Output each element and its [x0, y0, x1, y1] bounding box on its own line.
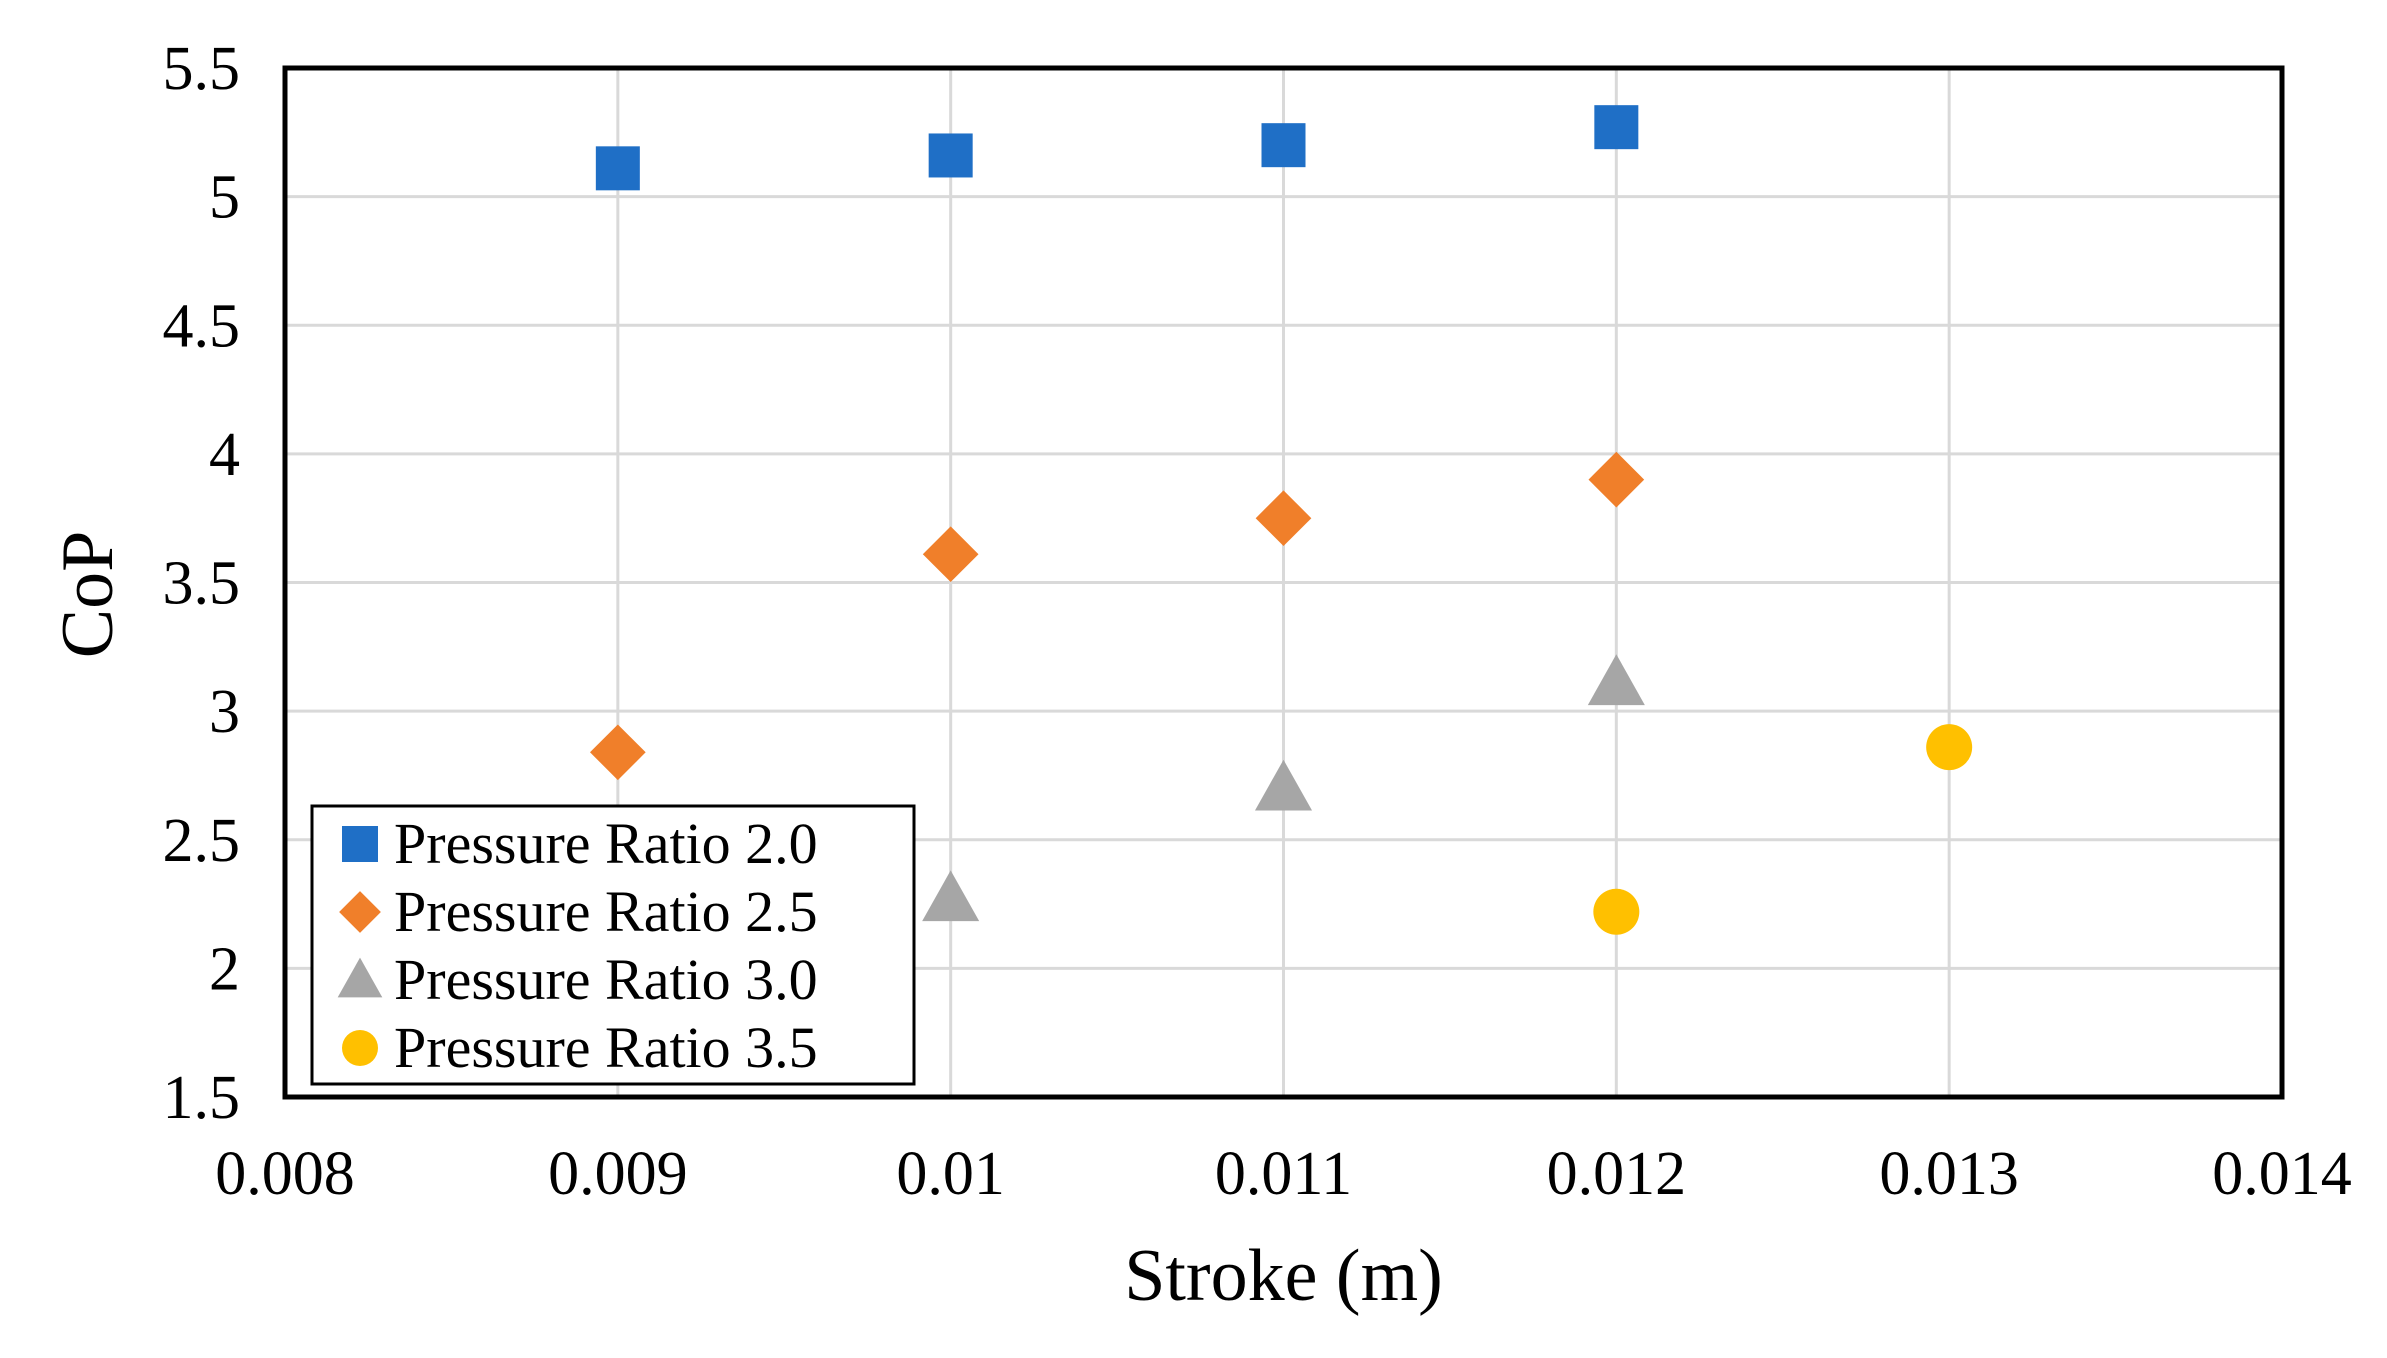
square-data-point	[1594, 105, 1639, 150]
y-tick-label: 5	[209, 164, 240, 232]
diamond-data-point	[922, 526, 979, 583]
circle-data-point	[1593, 888, 1640, 935]
legend-square-marker	[342, 826, 378, 862]
y-tick-label: 5.5	[163, 35, 241, 103]
grid-lines	[283, 66, 2284, 1099]
legend-item: Pressure Ratio 2.5	[339, 879, 818, 944]
circle-data-point	[1926, 724, 1973, 771]
y-tick-label: 3.5	[163, 550, 241, 618]
x-tick-label: 0.014	[2212, 1140, 2352, 1208]
legend-item: Pressure Ratio 2.0	[342, 811, 818, 876]
x-axis-title: Stroke (m)	[1124, 1235, 1443, 1317]
square-data-point	[595, 146, 640, 191]
legend-label: Pressure Ratio 3.0	[394, 947, 818, 1012]
y-tick-label: 2.5	[163, 807, 241, 875]
x-tick-label: 0.01	[896, 1140, 1005, 1208]
diamond-data-point	[1588, 451, 1645, 508]
y-tick-labels: 1.5 2 2.5 3 3.5 4 4.5 5 5.5	[163, 35, 241, 1132]
legend-diamond-marker	[339, 891, 381, 933]
x-tick-label: 0.011	[1215, 1140, 1352, 1208]
series-1	[595, 105, 1639, 191]
legend-item: Pressure Ratio 3.0	[337, 947, 818, 1012]
x-tick-label: 0.013	[1879, 1140, 2019, 1208]
triangle-data-point	[922, 870, 980, 922]
y-tick-label: 4.5	[163, 292, 241, 360]
x-tick-labels: 0.008 0.009 0.01 0.011 0.012 0.013 0.014	[215, 1140, 2352, 1208]
series-3	[922, 654, 1645, 922]
x-tick-label: 0.009	[548, 1140, 688, 1208]
y-tick-label: 4	[209, 421, 240, 489]
triangle-data-point	[1587, 654, 1645, 706]
legend-circle-marker	[342, 1030, 378, 1066]
diamond-data-point	[1255, 490, 1312, 547]
legend-label: Pressure Ratio 2.5	[394, 879, 818, 944]
plot-area-frame	[282, 65, 2285, 1100]
y-axis-title: CoP	[47, 531, 129, 659]
legend-label: Pressure Ratio 2.0	[394, 811, 818, 876]
legend-triangle-marker	[337, 957, 383, 998]
series-4	[1593, 724, 1973, 935]
square-data-point	[1261, 123, 1306, 168]
diamond-data-point	[589, 724, 646, 781]
legend-label: Pressure Ratio 3.5	[394, 1015, 818, 1080]
series-2	[589, 451, 1645, 781]
y-tick-label: 3	[209, 678, 240, 746]
data-points	[589, 105, 1973, 935]
legend-item: Pressure Ratio 3.5	[342, 1015, 818, 1080]
y-tick-label: 2	[209, 935, 240, 1003]
square-data-point	[928, 133, 973, 178]
y-tick-label: 1.5	[163, 1064, 241, 1132]
x-tick-label: 0.012	[1547, 1140, 1687, 1208]
x-tick-label: 0.008	[215, 1140, 355, 1208]
triangle-data-point	[1254, 759, 1313, 811]
legend-box	[310, 804, 916, 1086]
